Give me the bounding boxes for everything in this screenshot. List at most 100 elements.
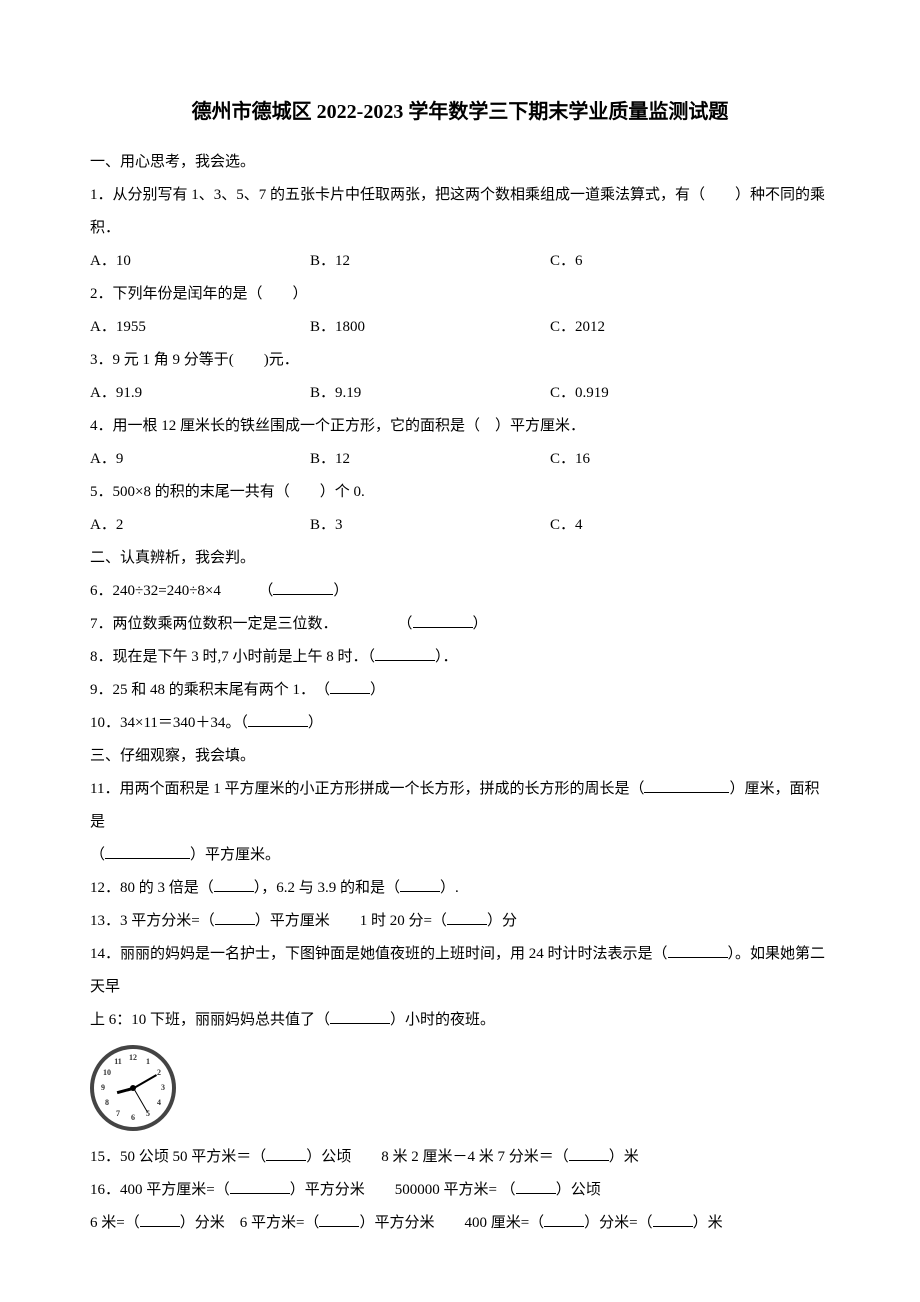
q11-c: （ [90, 847, 105, 863]
q9-blank[interactable] [330, 678, 370, 694]
clock-number: 7 [116, 1105, 120, 1123]
q4-text: 4．用一根 12 厘米长的铁丝围成一个正方形，它的面积是（ ）平方厘米． [90, 410, 830, 443]
q3-options: A．91.9 B．9.19 C．0.919 [90, 377, 830, 410]
q6: 6．240÷32=240÷8×4 （ ） [90, 575, 830, 608]
q12-a: 12．80 的 3 倍是（ [90, 880, 214, 896]
q13-c: ）分 [487, 913, 517, 929]
clock-number: 8 [105, 1094, 109, 1112]
q16-f: ）平方分米 400 厘米=（ [359, 1215, 544, 1231]
q14-d: ）小时的夜班。 [390, 1012, 495, 1028]
q8: 8．现在是下午 3 时,7 小时前是上午 8 时．（）． [90, 641, 830, 674]
q11: 11．用两个面积是 1 平方厘米的小正方形拼成一个长方形，拼成的长方形的周长是（… [90, 773, 830, 839]
q16-g: ）分米=（ [584, 1215, 652, 1231]
clock-number: 3 [161, 1079, 165, 1097]
q8-blank[interactable] [375, 645, 435, 661]
q14-blank-2[interactable] [330, 1008, 390, 1024]
q3-text: 3．9 元 1 角 9 分等于( )元． [90, 344, 830, 377]
q6-blank[interactable] [273, 579, 333, 595]
q2-opt-c[interactable]: C．2012 [550, 311, 830, 344]
q13-blank-2[interactable] [447, 909, 487, 925]
q12-c: ）. [440, 880, 459, 896]
q7-post: ） [473, 616, 488, 632]
q16-e: ）分米 6 平方米=（ [180, 1215, 320, 1231]
clock-number: 5 [146, 1105, 150, 1123]
q16-blank-3[interactable] [140, 1211, 180, 1227]
q9: 9．25 和 48 的乘积末尾有两个 1． （ ） [90, 674, 830, 707]
clock-wrap: 121234567891011 [90, 1045, 830, 1131]
clock-number: 1 [146, 1053, 150, 1071]
clock-icon: 121234567891011 [90, 1045, 176, 1131]
page-title: 德州市德城区 2022-2023 学年数学三下期末学业质量监测试题 [90, 90, 830, 134]
q12-blank-2[interactable] [400, 876, 440, 892]
q16-blank-1[interactable] [230, 1178, 290, 1194]
clock-minute-hand [134, 1074, 158, 1089]
q2-opt-a[interactable]: A．1955 [90, 311, 310, 344]
q8-pre: 8．现在是下午 3 时,7 小时前是上午 8 时．（ [90, 649, 375, 665]
q4-options: A．9 B．12 C．16 [90, 443, 830, 476]
q11-blank-1[interactable] [644, 777, 729, 793]
q3-opt-c[interactable]: C．0.919 [550, 377, 830, 410]
q16-c: ）公顷 [556, 1182, 601, 1198]
q5-opt-b[interactable]: B．3 [310, 509, 550, 542]
q10-blank[interactable] [248, 711, 308, 727]
q14-blank-1[interactable] [668, 942, 728, 958]
section-2-heading: 二、认真辨析，我会判。 [90, 542, 830, 575]
section-3-heading: 三、仔细观察，我会填。 [90, 740, 830, 773]
q14-line1: 14．丽丽的妈妈是一名护士，下图钟面是她值夜班的上班时间，用 24 时计时法表示… [90, 938, 830, 1004]
clock-number: 9 [101, 1079, 105, 1097]
q10: 10．34×11＝340＋34。（ ） [90, 707, 830, 740]
q11-a: 11．用两个面积是 1 平方厘米的小正方形拼成一个长方形，拼成的长方形的周长是（ [90, 781, 644, 797]
exam-page: 德州市德城区 2022-2023 学年数学三下期末学业质量监测试题 一、用心思考… [0, 0, 920, 1302]
q1-opt-c[interactable]: C．6 [550, 245, 830, 278]
q3-opt-a[interactable]: A．91.9 [90, 377, 310, 410]
q1-opt-a[interactable]: A．10 [90, 245, 310, 278]
q14-line2: 上 6：10 下班，丽丽妈妈总共值了（ ）小时的夜班。 [90, 1004, 830, 1037]
q15-b: ）公顷 8 米 2 厘米－4 米 7 分米＝（ [306, 1149, 569, 1165]
section-1-heading: 一、用心思考，我会选。 [90, 146, 830, 179]
q13: 13．3 平方分米=（）平方厘米 1 时 20 分=（）分 [90, 905, 830, 938]
clock-number: 11 [114, 1053, 122, 1071]
q16-blank-4[interactable] [319, 1211, 359, 1227]
q4-opt-a[interactable]: A．9 [90, 443, 310, 476]
q14-a: 14．丽丽的妈妈是一名护士，下图钟面是她值夜班的上班时间，用 24 时计时法表示… [90, 946, 668, 962]
q12-b: ），6.2 与 3.9 的和是（ [254, 880, 400, 896]
q10-post: ） [308, 715, 323, 731]
q16-line1: 16．400 平方厘米=（）平方分米 500000 平方米= （）公顷 [90, 1174, 830, 1207]
q6-pre: 6．240÷32=240÷8×4 （ [90, 583, 273, 599]
clock-number: 12 [129, 1049, 137, 1067]
q1-options: A．10 B．12 C．6 [90, 245, 830, 278]
q1-text: 1．从分别写有 1、3、5、7 的五张卡片中任取两张，把这两个数相乘组成一道乘法… [90, 179, 830, 245]
q5-opt-a[interactable]: A．2 [90, 509, 310, 542]
q10-pre: 10．34×11＝340＋34。（ [90, 715, 248, 731]
q4-opt-b[interactable]: B．12 [310, 443, 550, 476]
q13-blank-1[interactable] [215, 909, 255, 925]
q9-post: ） [370, 682, 385, 698]
q16-blank-2[interactable] [516, 1178, 556, 1194]
q4-opt-c[interactable]: C．16 [550, 443, 830, 476]
q11-line2: （）平方厘米。 [90, 839, 830, 872]
q5-opt-c[interactable]: C．4 [550, 509, 830, 542]
q12-blank-1[interactable] [214, 876, 254, 892]
clock-second-hand [133, 1088, 148, 1113]
q15-blank-1[interactable] [266, 1145, 306, 1161]
q15-c: ）米 [609, 1149, 639, 1165]
q2-opt-b[interactable]: B．1800 [310, 311, 550, 344]
q15: 15．50 公顷 50 平方米＝（ ）公顷 8 米 2 厘米－4 米 7 分米＝（… [90, 1141, 830, 1174]
q2-options: A．1955 B．1800 C．2012 [90, 311, 830, 344]
q15-blank-2[interactable] [569, 1145, 609, 1161]
clock-number: 10 [103, 1064, 111, 1082]
q13-a: 13．3 平方分米=（ [90, 913, 215, 929]
q7-pre: 7．两位数乘两位数积一定是三位数． （ [90, 616, 413, 632]
q16-blank-5[interactable] [544, 1211, 584, 1227]
q1-opt-b[interactable]: B．12 [310, 245, 550, 278]
q16-line2: 6 米=（）分米 6 平方米=（）平方分米 400 厘米=（）分米=（）米 [90, 1207, 830, 1240]
q2-text: 2．下列年份是闰年的是（ ） [90, 278, 830, 311]
q14-c: 上 6：10 下班，丽丽妈妈总共值了（ [90, 1012, 330, 1028]
q15-a: 15．50 公顷 50 平方米＝（ [90, 1149, 266, 1165]
q11-blank-2[interactable] [105, 843, 190, 859]
q6-post: ） [333, 583, 348, 599]
q16-blank-6[interactable] [653, 1211, 693, 1227]
q3-opt-b[interactable]: B．9.19 [310, 377, 550, 410]
q9-pre: 9．25 和 48 的乘积末尾有两个 1． （ [90, 682, 330, 698]
q7-blank[interactable] [413, 612, 473, 628]
